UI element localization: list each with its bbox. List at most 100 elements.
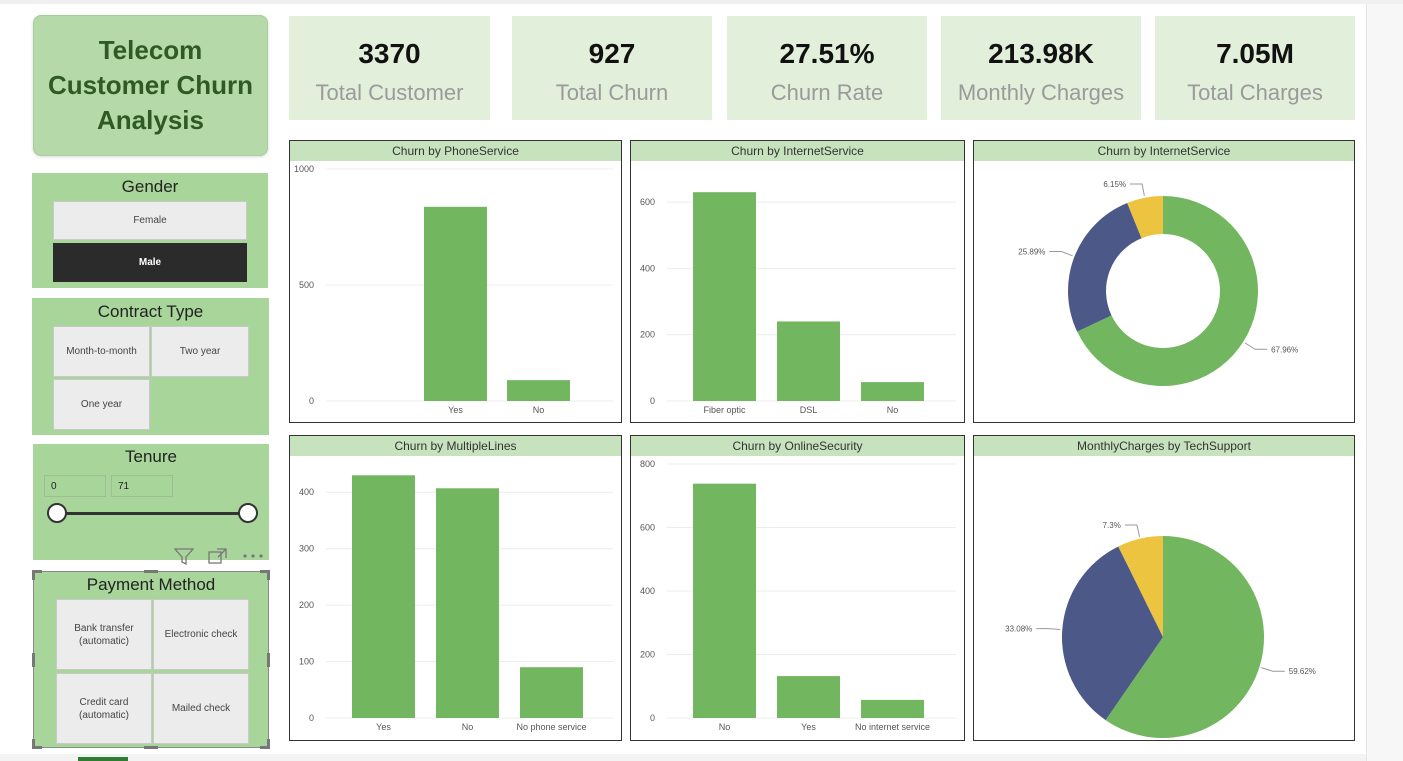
bar-fiber-optic[interactable] bbox=[693, 192, 756, 401]
top-border bbox=[0, 0, 1403, 4]
x-tick-label: Fiber optic bbox=[703, 405, 746, 415]
x-tick-label: No internet service bbox=[855, 722, 930, 732]
tenure-max-input[interactable]: 71 bbox=[111, 475, 173, 497]
chart-title: Churn by InternetService bbox=[974, 141, 1354, 161]
bar-no[interactable] bbox=[693, 483, 756, 718]
chart-plot-area: 67.96% 25.89% 6.15% bbox=[1018, 180, 1298, 386]
bar-no-phone-service[interactable] bbox=[520, 667, 583, 718]
bar-yes[interactable] bbox=[424, 206, 487, 401]
slicer-header: Gender bbox=[121, 177, 179, 196]
kpi-monthly-charges[interactable]: 213.98K Monthly Charges bbox=[941, 16, 1141, 120]
y-tick-label: 400 bbox=[640, 263, 655, 273]
kpi-label: Total Charges bbox=[1187, 80, 1323, 105]
tenure-slider-max-handle[interactable] bbox=[238, 503, 258, 523]
title-line-1: Telecom bbox=[98, 35, 203, 65]
active-page-tab[interactable] bbox=[78, 757, 128, 761]
bar-no-internet-service[interactable] bbox=[861, 699, 924, 718]
right-pane bbox=[1366, 4, 1403, 761]
chart-monthlycharges-by-techsupport[interactable]: MonthlyCharges by TechSupport 59.62% 33.0… bbox=[973, 435, 1355, 741]
kpi-label: Churn Rate bbox=[770, 80, 884, 105]
payment-option-electronic-check[interactable]: Electronic check bbox=[153, 599, 249, 670]
contract-option-month-to-month[interactable]: Month-to-month bbox=[53, 326, 150, 377]
filter-icon[interactable] bbox=[174, 547, 194, 565]
kpi-churn-rate[interactable]: 27.51% Churn Rate bbox=[727, 16, 927, 120]
bar-no[interactable] bbox=[861, 382, 924, 401]
y-tick-label: 200 bbox=[640, 330, 655, 340]
slice-2[interactable] bbox=[1127, 196, 1163, 239]
x-tick-label: No bbox=[719, 722, 731, 732]
tenure-slider-track[interactable] bbox=[57, 512, 249, 515]
payment-option-bank-transfer[interactable]: Bank transfer (automatic) bbox=[56, 599, 152, 670]
focus-mode-icon[interactable] bbox=[208, 548, 228, 564]
x-tick-label: Yes bbox=[376, 722, 391, 732]
chart-churn-by-phoneservice[interactable]: Churn by PhoneService 0 500 1000 Yes No bbox=[289, 140, 622, 423]
slice-leader-line bbox=[1130, 183, 1145, 196]
kpi-total-charges[interactable]: 7.05M Total Charges bbox=[1155, 16, 1355, 120]
slice-0[interactable] bbox=[1077, 196, 1258, 386]
slice-data-label: 7.3% bbox=[1103, 521, 1121, 530]
chart-title: Churn by InternetService bbox=[631, 141, 964, 161]
y-tick-label: 500 bbox=[299, 280, 314, 290]
gender-slicer: Gender Female Male bbox=[32, 173, 268, 288]
contract-option-one-year[interactable]: One year bbox=[53, 379, 150, 430]
slice-1[interactable] bbox=[1068, 203, 1142, 332]
bar-yes[interactable] bbox=[777, 676, 840, 718]
bar-dsl[interactable] bbox=[777, 321, 840, 401]
chart-churn-by-internetservice-donut[interactable]: Churn by InternetService 67.96% 25.89% 6.1… bbox=[973, 140, 1355, 423]
chart-title: Churn by PhoneService bbox=[290, 141, 621, 161]
slice-data-label: 59.62% bbox=[1289, 667, 1316, 676]
kpi-total-customer[interactable]: 3370 Total Customer bbox=[289, 16, 490, 120]
chart-churn-by-onlinesecurity[interactable]: Churn by OnlineSecurity 0 200 400 600 800 No Y… bbox=[630, 435, 965, 741]
kpi-value: 7.05M bbox=[1216, 38, 1294, 69]
kpi-value: 27.51% bbox=[779, 38, 875, 69]
bar-no[interactable] bbox=[436, 488, 499, 718]
payment-option-mailed-check[interactable]: Mailed check bbox=[153, 673, 249, 744]
slicer-header: Payment Method bbox=[86, 575, 216, 594]
chart-churn-by-internetservice[interactable]: Churn by InternetService 0 200 400 600 Fiber… bbox=[630, 140, 965, 423]
kpi-value: 213.98K bbox=[988, 38, 1094, 69]
y-tick-label: 200 bbox=[299, 600, 314, 610]
y-tick-label: 600 bbox=[640, 523, 655, 533]
slice-data-label: 67.96% bbox=[1271, 345, 1298, 354]
chart-title: MonthlyCharges by TechSupport bbox=[974, 436, 1354, 456]
bar-no[interactable] bbox=[507, 380, 570, 401]
slice-data-label: 33.08% bbox=[1005, 625, 1032, 634]
x-tick-label: Yes bbox=[448, 405, 463, 415]
bar-yes[interactable] bbox=[352, 475, 415, 718]
contract-option-two-year[interactable]: Two year bbox=[151, 326, 249, 377]
slice-1[interactable] bbox=[1062, 546, 1163, 721]
report-title: Telecom Customer Churn Analysis bbox=[48, 33, 253, 138]
chart-plot-area: 59.62% 33.08% 7.3% bbox=[1005, 521, 1316, 738]
tenure-min-input[interactable]: 0 bbox=[44, 475, 106, 497]
y-tick-label: 0 bbox=[309, 396, 314, 406]
slice-2[interactable] bbox=[1118, 536, 1163, 637]
slice-leader-line bbox=[1261, 667, 1285, 672]
kpi-total-churn[interactable]: 927 Total Churn bbox=[512, 16, 712, 120]
title-line-2: Customer Churn bbox=[47, 70, 254, 100]
slice-leader-line bbox=[1049, 250, 1073, 257]
gender-option-male[interactable]: Male bbox=[53, 243, 247, 282]
chart-plot-area: 0 200 400 600 800 No Yes No internet service bbox=[640, 459, 956, 732]
x-tick-label: DSL bbox=[800, 405, 818, 415]
x-tick-label: Yes bbox=[801, 722, 816, 732]
slice-data-label: 6.15% bbox=[1103, 180, 1126, 189]
chart-title: Churn by MultipleLines bbox=[290, 436, 621, 456]
chart-plot-area: 0 500 1000 Yes No bbox=[294, 164, 613, 415]
chart-churn-by-multiplelines[interactable]: Churn by MultipleLines 0 100 200 300 400 Yes N… bbox=[289, 435, 622, 741]
y-tick-label: 0 bbox=[650, 396, 655, 406]
title-line-3: Analysis bbox=[97, 105, 204, 135]
slicer-header: Contract Type bbox=[97, 302, 204, 321]
payment-method-slicer: Payment Method Bank transfer (automatic)… bbox=[34, 572, 268, 748]
slice-data-label: 25.89% bbox=[1018, 247, 1045, 256]
slice-0[interactable] bbox=[1105, 536, 1264, 738]
more-options-icon[interactable] bbox=[242, 553, 264, 559]
y-tick-label: 200 bbox=[640, 650, 655, 660]
tenure-slider-min-handle[interactable] bbox=[47, 503, 67, 523]
payment-option-credit-card[interactable]: Credit card (automatic) bbox=[56, 673, 152, 744]
gender-option-female[interactable]: Female bbox=[53, 201, 247, 240]
chart-plot-area: 0 100 200 300 400 Yes No No phone service bbox=[299, 475, 613, 732]
x-tick-label: No bbox=[887, 405, 899, 415]
y-tick-label: 300 bbox=[299, 544, 314, 554]
y-tick-label: 100 bbox=[299, 657, 314, 667]
kpi-label: Total Customer bbox=[315, 80, 464, 105]
